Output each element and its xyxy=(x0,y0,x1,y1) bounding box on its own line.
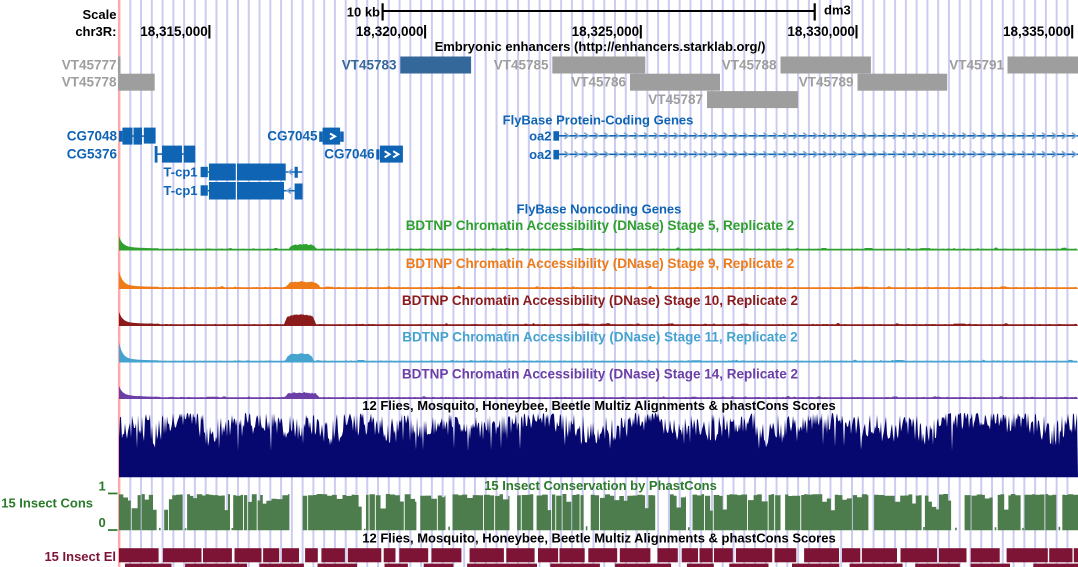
svg-text:T-cp1: T-cp1 xyxy=(164,165,198,180)
svg-text:VT45785: VT45785 xyxy=(494,58,549,73)
svg-text:VT45783: VT45783 xyxy=(342,58,397,73)
svg-text:VT45788: VT45788 xyxy=(722,58,777,73)
svg-text:VT45786: VT45786 xyxy=(571,75,626,90)
svg-text:12 Flies, Mosquito, Honeybee,: 12 Flies, Mosquito, Honeybee, Beetle Mul… xyxy=(362,531,835,546)
svg-text:Scale: Scale xyxy=(83,7,117,22)
svg-text:oa2: oa2 xyxy=(529,128,551,143)
svg-text:12 Flies, Mosquito, Honeybee,: 12 Flies, Mosquito, Honeybee, Beetle Mul… xyxy=(362,398,835,413)
svg-text:15 Insect El: 15 Insect El xyxy=(44,549,116,564)
svg-text:10 kb: 10 kb xyxy=(347,4,380,19)
svg-text:Embryonic enhancers (http://en: Embryonic enhancers (http://enhancers.st… xyxy=(435,39,766,54)
svg-text:T-cp1: T-cp1 xyxy=(164,183,198,198)
svg-text:VT45787: VT45787 xyxy=(648,92,703,107)
svg-text:VT45791: VT45791 xyxy=(949,58,1004,73)
svg-text:FlyBase Noncoding Genes: FlyBase Noncoding Genes xyxy=(517,202,682,217)
svg-text:BDTNP Chromatin Accessibility: BDTNP Chromatin Accessibility (DNase) St… xyxy=(406,218,795,233)
svg-text:18,315,000: 18,315,000 xyxy=(140,24,208,39)
svg-text:15 Insect Cons: 15 Insect Cons xyxy=(1,496,93,511)
svg-text:FlyBase Protein-Coding Genes: FlyBase Protein-Coding Genes xyxy=(503,112,694,127)
svg-text:VT45778: VT45778 xyxy=(62,75,117,90)
svg-text:1: 1 xyxy=(98,479,105,494)
svg-text:BDTNP Chromatin Accessibility: BDTNP Chromatin Accessibility (DNase) St… xyxy=(402,330,797,345)
svg-text:BDTNP Chromatin Accessibility: BDTNP Chromatin Accessibility (DNase) St… xyxy=(402,367,798,382)
svg-text:CG5376: CG5376 xyxy=(67,147,118,162)
svg-text:15 Insect Conservation by Phas: 15 Insect Conservation by PhastCons xyxy=(484,478,717,493)
svg-text:BDTNP Chromatin Accessibility: BDTNP Chromatin Accessibility (DNase) St… xyxy=(406,256,795,271)
svg-text:chr3R:: chr3R: xyxy=(75,24,116,39)
svg-text:VT45777: VT45777 xyxy=(62,58,117,73)
svg-text:VT45789: VT45789 xyxy=(799,75,854,90)
svg-text:oa2: oa2 xyxy=(529,147,551,162)
svg-text:CG7048: CG7048 xyxy=(67,129,118,144)
svg-text:18,325,000: 18,325,000 xyxy=(572,24,640,39)
svg-text:dm3: dm3 xyxy=(824,3,851,18)
svg-text:CG7046: CG7046 xyxy=(324,147,375,162)
svg-text:18,320,000: 18,320,000 xyxy=(356,24,424,39)
svg-text:CG7045: CG7045 xyxy=(267,129,318,144)
svg-text:18,335,000: 18,335,000 xyxy=(1003,24,1071,39)
svg-text:18,330,000: 18,330,000 xyxy=(787,24,855,39)
svg-text:BDTNP Chromatin Accessibility: BDTNP Chromatin Accessibility (DNase) St… xyxy=(402,293,798,308)
svg-text:0: 0 xyxy=(98,515,105,530)
